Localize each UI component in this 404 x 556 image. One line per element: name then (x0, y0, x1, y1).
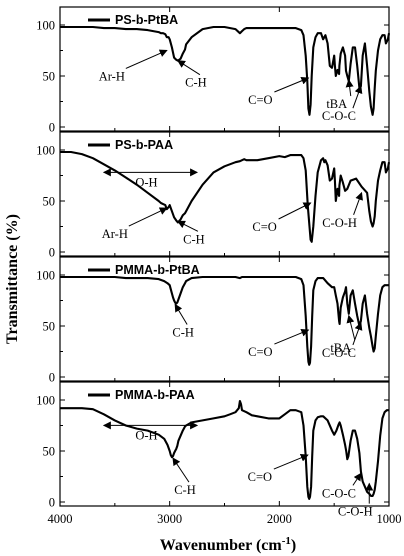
annotation-arrow (274, 329, 310, 345)
annotation-label: C-O-C (322, 346, 356, 360)
legend-label: PMMA-b-PtBA (115, 263, 200, 277)
y-axis-title: Transmittance (%) (4, 214, 21, 344)
y-tick-label: 0 (49, 121, 55, 135)
panel-1: 0 50 100 PS-b-PtBA (36, 6, 391, 135)
annotation-label: C=O (248, 470, 272, 484)
series-line (60, 399, 389, 500)
legend-label: PMMA-b-PAA (115, 388, 195, 402)
x-tick-label: 3000 (157, 512, 182, 526)
x-tick-label: 2000 (267, 512, 292, 526)
annotation-arrow (274, 76, 310, 93)
annotation: C=O (248, 329, 310, 359)
annotation: C-O-H (338, 482, 374, 519)
annotation-label: tBA (330, 341, 351, 355)
series-line (60, 150, 391, 243)
x-tick-label: 4000 (48, 512, 73, 526)
y-tick-label: 0 (49, 496, 55, 510)
annotation-arrow (174, 303, 188, 325)
annotation: C-O-C (322, 321, 363, 360)
legend-label: PS-b-PAA (115, 138, 173, 152)
annotation-arrow (353, 191, 363, 215)
annotation-arrow (128, 207, 168, 227)
annotation: C=O (252, 202, 312, 234)
x-axis-title-main: Wavenumber (cm (160, 537, 283, 554)
annotation-label: C-H (183, 232, 205, 246)
annotation: C-O-C (322, 472, 362, 500)
annotation-arrow (352, 321, 363, 346)
y-tick-label: 50 (43, 320, 56, 334)
annotation-arrow (176, 220, 199, 232)
x-tick-label: 1000 (377, 512, 402, 526)
annotation-label: C-O-C (322, 109, 356, 123)
panel-3: 0 50 100 PMMA-b-PtBA (36, 256, 390, 385)
annotation-label: C-H (185, 76, 207, 90)
annotation: C-H (177, 60, 207, 90)
annotation-arrow (345, 79, 354, 97)
annotation: C-H (172, 457, 196, 497)
x-axis-title-close: ) (291, 537, 296, 554)
annotation-arrow (352, 85, 363, 109)
annotation: C=O (248, 454, 309, 484)
annotation-label: O-H (135, 175, 157, 189)
panel-2: 0 50 100 PS-b-PAA (36, 131, 391, 260)
x-axis-title: Wavenumber (cm-1) (160, 535, 296, 554)
annotation: C-O-C (322, 85, 363, 123)
panels-layer: 0 50 100 PS-b-PtBA 0 50 100 PS-b-PAA 0 50 100 PMMA-… (36, 6, 391, 519)
annotation-label: C-O-H (338, 505, 373, 519)
annotation-arrow (125, 49, 168, 69)
annotation: O-H (102, 421, 199, 442)
y-tick-label: 100 (36, 144, 55, 158)
annotation-label: C-H (172, 326, 194, 340)
annotation-label: tBA (326, 97, 347, 111)
annotation: C-H (172, 303, 194, 340)
y-tick-label: 50 (43, 70, 56, 84)
annotation-arrow (273, 454, 309, 470)
annotation-arrow (172, 457, 190, 483)
y-tick-label: 50 (43, 445, 56, 459)
annotation: Ar-H (99, 49, 168, 83)
annotation-label: O-H (135, 428, 157, 442)
annotation: C=O (248, 76, 310, 107)
y-tick-label: 100 (36, 269, 55, 283)
panel-4: 0 50 100 PMMA-b-PAA (36, 381, 390, 510)
annotation: O-H (102, 168, 199, 189)
series-line (60, 275, 389, 366)
y-tick-label: 100 (36, 19, 55, 33)
annotation-label: C=O (252, 220, 276, 234)
legend-label: PS-b-PtBA (115, 13, 178, 27)
series-line (60, 25, 391, 116)
annotation-arrow (352, 472, 362, 486)
annotation: C-H (176, 220, 205, 246)
annotation-label: C-O-C (322, 486, 356, 500)
y-tick-label: 0 (49, 246, 55, 260)
annotation-arrow (346, 314, 356, 340)
y-tick-label: 0 (49, 371, 55, 385)
y-tick-label: 50 (43, 195, 56, 209)
annotation-label: Ar-H (102, 227, 128, 241)
annotation: tBA (326, 79, 354, 111)
annotation-label: C=O (248, 345, 272, 359)
annotation-label: C=O (248, 93, 272, 107)
axis-layer: Transmittance (%) Wavenumber (cm-1) 4000… (4, 214, 402, 554)
annotation-label: Ar-H (99, 69, 125, 83)
x-axis-title-sup: -1 (282, 535, 291, 547)
annotation-arrow (278, 202, 312, 220)
annotation-label: C-O-H (322, 216, 357, 230)
annotation: Ar-H (102, 207, 168, 241)
annotation-label: C-H (174, 483, 196, 497)
y-tick-label: 100 (36, 394, 55, 408)
annotation: tBA (330, 314, 356, 355)
annotation-arrow (177, 60, 201, 76)
annotation: C-O-H (322, 191, 363, 230)
